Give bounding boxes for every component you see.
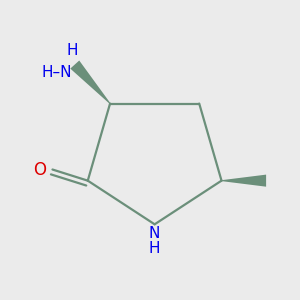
Text: H: H <box>66 43 78 58</box>
Text: N: N <box>149 226 160 241</box>
Text: H: H <box>149 241 161 256</box>
Text: H–N: H–N <box>41 65 72 80</box>
Polygon shape <box>70 61 110 104</box>
Polygon shape <box>221 175 266 187</box>
Text: O: O <box>33 160 46 178</box>
